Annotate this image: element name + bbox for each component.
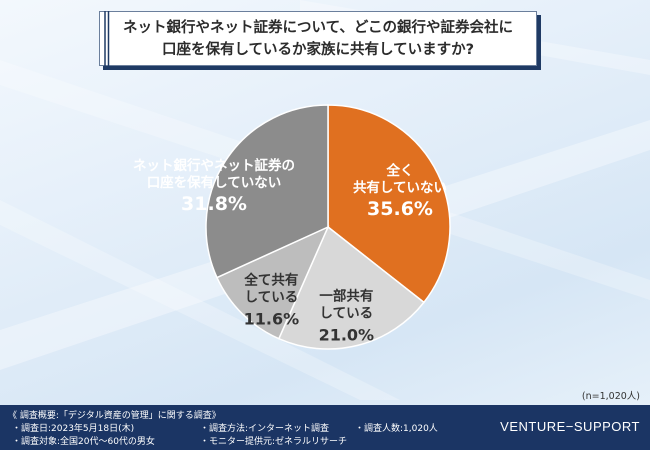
pie-slice-value: 11.6% bbox=[244, 309, 300, 328]
pie-slice-label: 全て共有 bbox=[243, 271, 298, 288]
pie-slice-label: している bbox=[320, 305, 374, 321]
chart-title-line-1: ネット銀行やネット証券について、どこの銀行や証券会社に bbox=[123, 19, 513, 36]
pie-slice-label: 全く bbox=[386, 162, 414, 179]
pie-slice-value: 35.6% bbox=[367, 198, 433, 220]
survey-target: ・調査対象:全国20代〜60代の男女 bbox=[12, 437, 155, 447]
chart-title-line-2: 口座を保有しているか家族に共有していますか? bbox=[161, 41, 475, 58]
brand-logo-text: VENTURE−SUPPORT bbox=[500, 419, 640, 434]
pie-chart: 全く共有していない35.6%一部共有している21.0%全て共有している11.6%… bbox=[133, 104, 451, 349]
survey-method: ・調査方法:インターネット調査 bbox=[200, 424, 330, 434]
survey-count: ・調査人数:1,020人 bbox=[355, 424, 438, 434]
pie-slice bbox=[327, 104, 451, 304]
pie-slice-label: 共有していない bbox=[353, 179, 447, 196]
sample-size-note: (n=1,020人) bbox=[581, 391, 640, 402]
pie-slice bbox=[215, 225, 330, 340]
survey-heading: 《 調査概要:「デジタル資産の管理」に関する調査》 bbox=[8, 411, 221, 421]
survey-date: ・調査日:2023年5月18日(木) bbox=[12, 424, 135, 434]
survey-footer: 《 調査概要:「デジタル資産の管理」に関する調査》 ・調査日:2023年5月18… bbox=[0, 405, 650, 450]
chart-title-box: ネット銀行やネット証券について、どこの銀行や証券会社に 口座を保有しているか家族… bbox=[99, 11, 537, 66]
pie-slice-value: 31.8% bbox=[181, 193, 247, 215]
survey-monitor: ・モニター提供元:ゼネラルリサーチ bbox=[200, 437, 348, 447]
title-accent-stripes bbox=[104, 11, 110, 66]
pie-slice-value: 21.0% bbox=[319, 325, 375, 344]
pie-slice-label: ネット銀行やネット証券の bbox=[133, 157, 295, 174]
pie-slice-label: している bbox=[245, 289, 299, 305]
pie-slice bbox=[205, 104, 329, 279]
pie-slice-label: 口座を保有していない bbox=[147, 174, 282, 191]
pie-slice-label: 一部共有 bbox=[319, 287, 373, 304]
